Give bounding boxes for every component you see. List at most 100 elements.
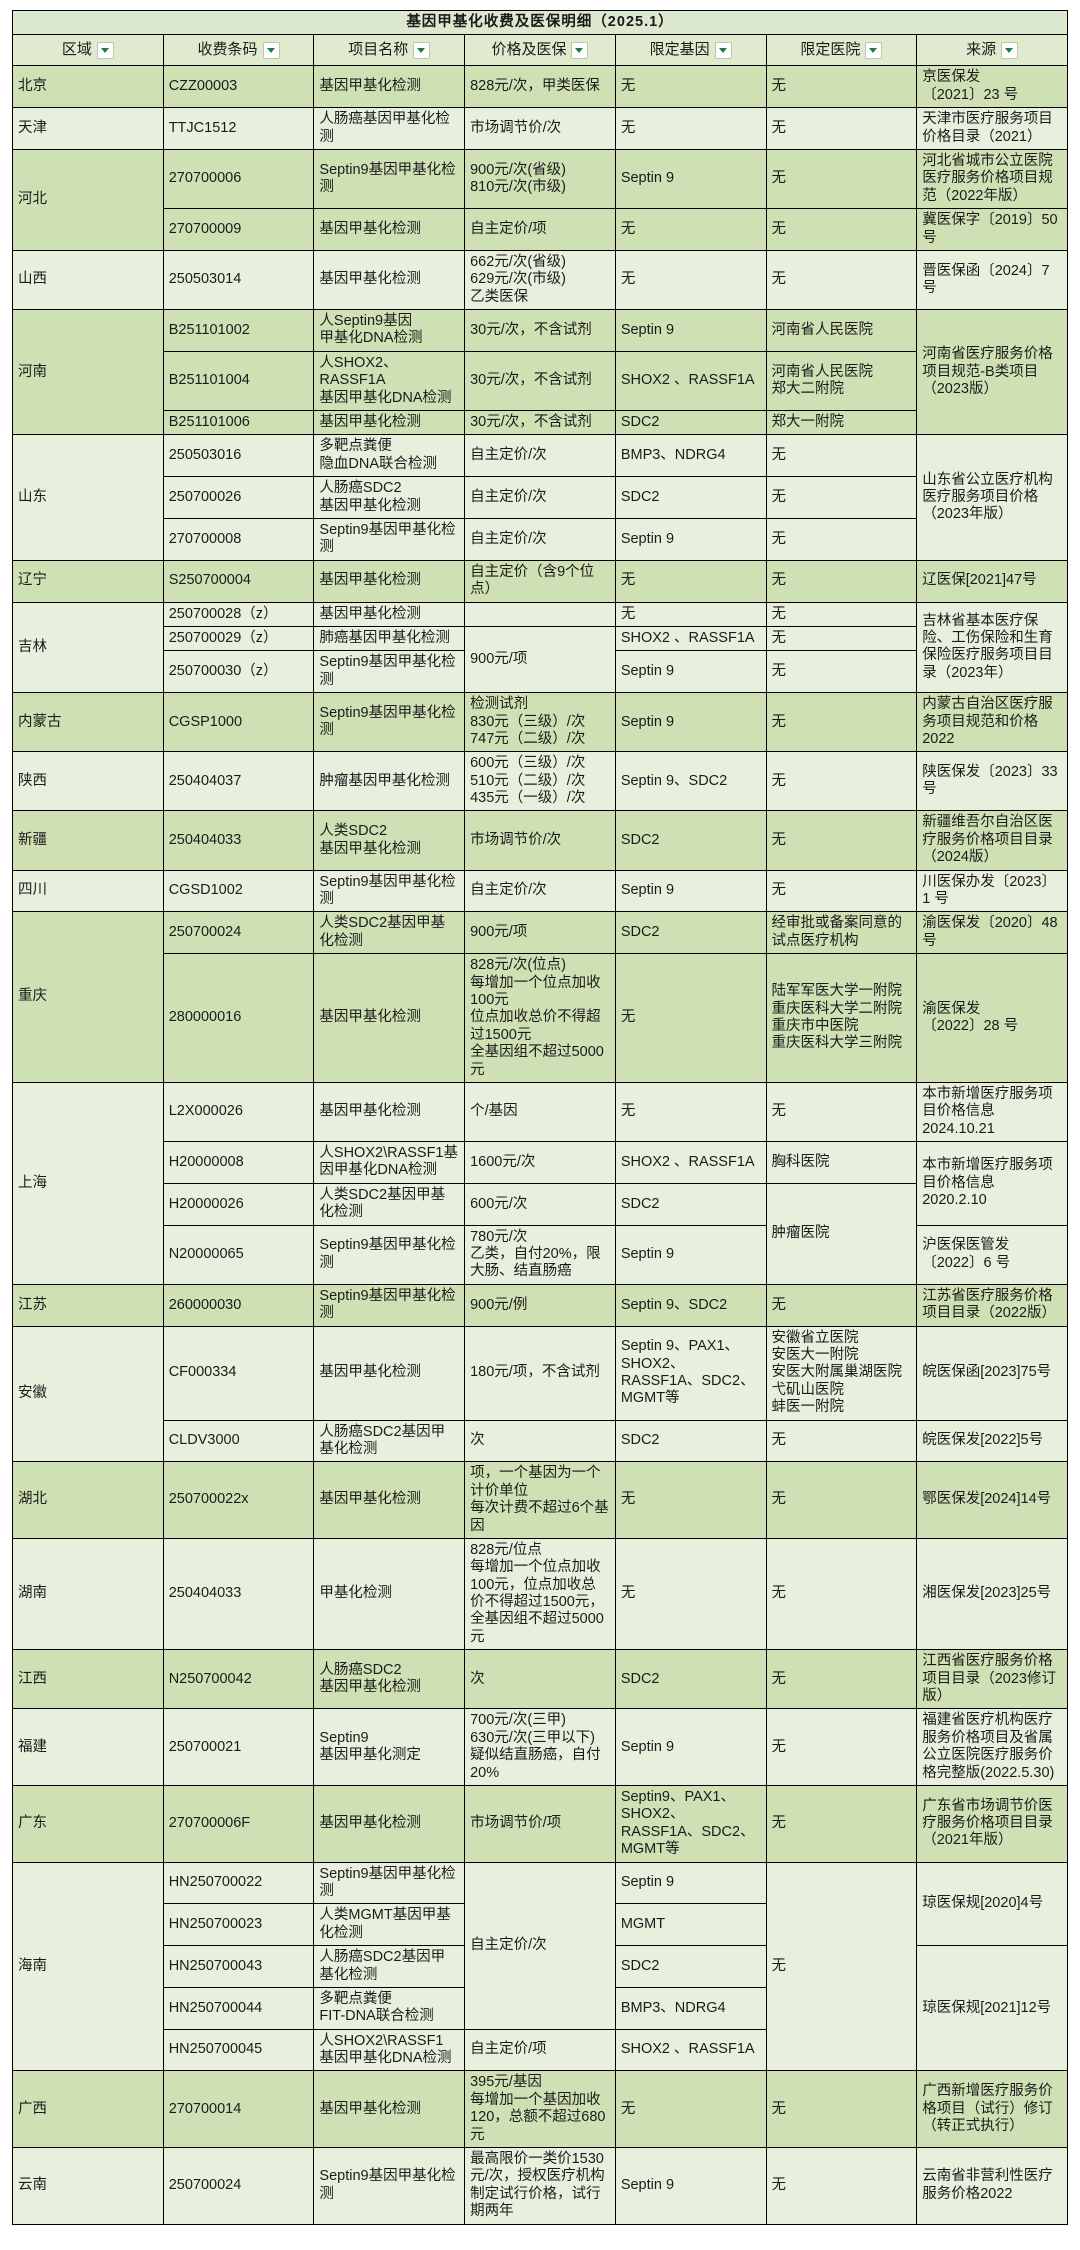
cell-source[interactable]: 新疆维吾尔自治区医疗服务价格项目目录（2024版）	[916, 810, 1068, 871]
cell-price[interactable]: 自主定价/项	[464, 208, 616, 251]
cell-name[interactable]: 人类SDC2 基因甲基化检测	[313, 810, 466, 871]
cell-source[interactable]: 琼医保规[2020]4号	[916, 1861, 1068, 1947]
cell-price[interactable]: 次	[464, 1649, 616, 1710]
cell-region[interactable]: 内蒙古	[12, 692, 164, 753]
cell-gene[interactable]: SDC2	[614, 1182, 767, 1226]
cell-region[interactable]: 河北	[12, 148, 164, 251]
column-header-name[interactable]: 项目名称	[313, 34, 466, 67]
cell-region[interactable]: 重庆	[12, 911, 164, 1083]
cell-code[interactable]: H20000008	[162, 1141, 315, 1184]
cell-name[interactable]: 人肠癌基因甲基化检测	[313, 107, 466, 150]
filter-dropdown-icon[interactable]	[413, 41, 431, 59]
table-row[interactable]: 山西 250503014 基因甲基化检测 662元/次(省级) 629元/次(市级) …	[12, 249, 1068, 311]
cell-gene[interactable]: 无	[614, 1537, 767, 1651]
cell-price[interactable]: 项，一个基因为一个计价单位 每次计费不超过6个基因	[464, 1461, 616, 1539]
cell-source[interactable]: 吉林省基本医疗保险、工伤保险和生育保险医疗服务项目目录（2023年）	[916, 601, 1068, 694]
cell-name[interactable]: 基因甲基化检测	[313, 249, 466, 311]
cell-name[interactable]: 基因甲基化检测	[313, 1461, 466, 1539]
cell-price[interactable]: 市场调节价/次	[464, 107, 616, 150]
cell-name[interactable]: 人肠癌SDC2基因甲基化检测	[313, 1419, 466, 1463]
cell-gene[interactable]: Septin 9	[614, 517, 767, 561]
cell-gene[interactable]: Septin 9、SDC2	[614, 751, 767, 812]
cell-hospital[interactable]: 无	[765, 148, 918, 210]
cell-source[interactable]: 本市新增医疗服务项目价格信息 2024.10.21	[916, 1081, 1068, 1143]
cell-region[interactable]: 江西	[12, 1649, 164, 1710]
cell-source[interactable]: 云南省非营利性医疗服务价格2022	[916, 2147, 1068, 2225]
table-row[interactable]: 安徽 CF000334 基因甲基化检测 180元/项，不含试剂 Septin 9、PAX…	[12, 1325, 1068, 1463]
cell-hospital[interactable]: 无	[765, 625, 918, 652]
cell-region[interactable]: 山西	[12, 249, 164, 311]
cell-hospital[interactable]: 无	[765, 869, 918, 913]
cell-gene[interactable]: Septin 9、PAX1、SHOX2、RASSF1A、SDC2、MGMT等	[614, 1325, 767, 1421]
cell-hospital[interactable]: 无	[765, 1861, 918, 2072]
cell-gene[interactable]: SHOX2 、RASSF1A	[614, 350, 767, 412]
table-row[interactable]: 云南 250700024 Septin9基因甲基化检测 最高限价一类价1530元/次，…	[12, 2147, 1068, 2225]
cell-price[interactable]: 662元/次(省级) 629元/次(市级) 乙类医保	[464, 249, 616, 311]
cell-price[interactable]: 780元/次 乙类，自付20%，限大肠、结直肠癌	[464, 1224, 616, 1285]
column-header-code[interactable]: 收费条码	[162, 34, 315, 67]
cell-gene[interactable]: 无	[614, 559, 767, 603]
cell-code[interactable]: 250404033	[162, 810, 315, 871]
cell-name[interactable]: Septin9基因甲基化检测	[313, 692, 466, 753]
cell-price[interactable]: 市场调节价/项	[464, 1784, 616, 1863]
table-row[interactable]: 河南 B251101002 人Septin9基因 甲基化DNA检测 30元/次，不含试…	[12, 309, 1068, 436]
table-row[interactable]: B251101006 基因甲基化检测 30元/次，不含试剂 SDC2 郑大一附院	[13, 410, 1068, 436]
cell-code[interactable]: CGSP1000	[162, 692, 315, 753]
table-row[interactable]: 湖北 250700022x 基因甲基化检测 项，一个基因为一个计价单位 每次计费不超过…	[12, 1461, 1068, 1539]
cell-region[interactable]: 安徽	[12, 1325, 164, 1463]
cell-source[interactable]: 皖医保发[2022]5号	[916, 1419, 1068, 1463]
cell-code[interactable]: CGSD1002	[162, 869, 315, 913]
cell-hospital[interactable]: 无	[765, 1708, 918, 1786]
cell-hospital[interactable]: 无	[765, 65, 918, 109]
cell-gene[interactable]: Septin 9	[614, 1708, 767, 1786]
cell-price[interactable]: 600元/次	[464, 1182, 616, 1226]
cell-name[interactable]: 人类SDC2基因甲基化检测	[313, 911, 466, 955]
cell-region[interactable]: 上海	[12, 1081, 164, 1285]
cell-name[interactable]: 基因甲基化检测	[313, 410, 466, 436]
table-row[interactable]: 内蒙古 CGSP1000 Septin9基因甲基化检测 检测试剂 830元（三级）/次…	[12, 692, 1068, 753]
cell-code[interactable]: S250700004	[162, 559, 315, 603]
cell-region[interactable]: 新疆	[12, 810, 164, 871]
table-row[interactable]: B251101004 人SHOX2、RASSF1A 基因甲基化DNA检测 30元/次…	[13, 350, 1068, 412]
cell-gene[interactable]: MGMT	[614, 1903, 767, 1947]
cell-code[interactable]: HN250700045	[162, 2028, 315, 2072]
cell-price[interactable]: 828元/次，甲类医保	[464, 65, 616, 109]
cell-gene[interactable]: 无	[614, 249, 767, 311]
cell-gene[interactable]: SDC2	[614, 911, 767, 955]
cell-gene[interactable]: Septin 9	[614, 309, 767, 352]
cell-code[interactable]: B251101002	[162, 309, 315, 352]
table-row[interactable]: HN250700043 人肠癌SDC2基因甲基化检测 SDC2 琼医保规[2021]1…	[13, 1945, 1068, 2072]
cell-source[interactable]: 晋医保函〔2024〕7 号	[916, 249, 1068, 311]
cell-gene[interactable]: 无	[614, 953, 767, 1083]
cell-code[interactable]: TTJC1512	[162, 107, 315, 150]
cell-name[interactable]: Septin9基因甲基化检测	[313, 2147, 466, 2225]
table-row[interactable]: CLDV3000 人肠癌SDC2基因甲基化检测次 SDC2 无皖医保发[2022]5号	[13, 1419, 1068, 1463]
cell-code[interactable]: HN250700044	[162, 1986, 315, 2030]
cell-gene[interactable]: SDC2	[614, 1419, 767, 1463]
cell-region[interactable]: 四川	[12, 869, 164, 913]
cell-hospital[interactable]: 无	[765, 692, 918, 753]
table-row[interactable]: 江西 N250700042 人肠癌SDC2 基因甲基化检测次 SDC2 无江西省医疗服务…	[12, 1649, 1068, 1710]
cell-price[interactable]: 自主定价/次	[464, 1861, 616, 2030]
cell-price[interactable]: 次	[464, 1419, 616, 1463]
cell-code[interactable]: CLDV3000	[162, 1419, 315, 1463]
cell-hospital[interactable]: 陆军军医大学一附院 重庆医科大学二附院 重庆市中医院 重庆医科大学三附院	[765, 953, 918, 1083]
cell-hospital[interactable]: 河南省人民医院	[765, 309, 918, 352]
column-header-gene[interactable]: 限定基因	[614, 34, 767, 67]
cell-gene[interactable]: Septin 9、SDC2	[614, 1283, 767, 1327]
cell-name[interactable]: 肿瘤基因甲基化检测	[313, 751, 466, 812]
cell-gene[interactable]: SDC2	[614, 476, 767, 519]
cell-source[interactable]: 江苏省医疗服务价格项目目录（2022版）	[916, 1283, 1068, 1327]
table-row[interactable]: H20000008 人SHOX2\RASSF1基因甲基化DNA检测 1600元/次 S…	[13, 1141, 1068, 1226]
cell-price[interactable]: 自主定价/项	[464, 2028, 616, 2072]
cell-code[interactable]: B251101006	[162, 410, 315, 436]
cell-price[interactable]	[464, 601, 616, 627]
cell-gene[interactable]: Septin 9	[614, 650, 767, 694]
cell-code[interactable]: 250700030（z）	[162, 650, 315, 694]
cell-price[interactable]: 最高限价一类价1530元/次，授权医疗机构制定试行价格，试行期两年	[464, 2147, 616, 2225]
table-row[interactable]: 北京 CZZ00003 基因甲基化检测 828元/次，甲类医保无无京医保发 〔2021…	[12, 65, 1068, 109]
cell-price[interactable]: 自主定价/次	[464, 517, 616, 561]
cell-name[interactable]: 基因甲基化检测	[313, 953, 466, 1083]
